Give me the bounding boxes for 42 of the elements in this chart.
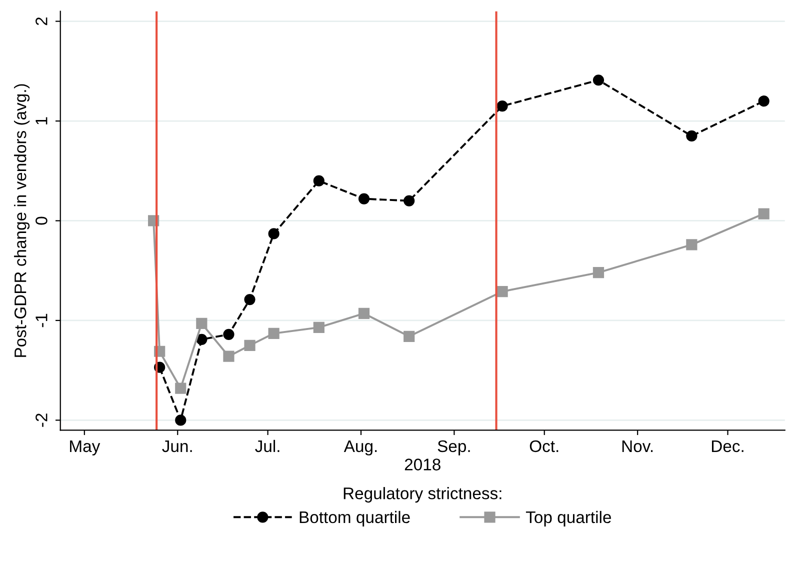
point bbox=[358, 308, 370, 320]
x-axis-title: 2018 bbox=[404, 458, 440, 470]
y-tick-label: 1 bbox=[36, 117, 48, 124]
x-tick-label: Jul. bbox=[255, 440, 280, 452]
point bbox=[244, 340, 256, 351]
point bbox=[313, 175, 324, 186]
point bbox=[358, 193, 370, 204]
point bbox=[404, 330, 415, 342]
point bbox=[196, 318, 208, 330]
point bbox=[268, 328, 280, 339]
point bbox=[175, 414, 186, 426]
point bbox=[592, 267, 604, 278]
y-tick-label: -2 bbox=[36, 414, 48, 427]
y-tick-label: 2 bbox=[36, 17, 48, 26]
y-tick-label: 0 bbox=[36, 216, 48, 225]
point bbox=[592, 74, 604, 86]
point bbox=[268, 228, 280, 240]
point bbox=[404, 195, 415, 206]
point bbox=[223, 350, 234, 362]
point bbox=[175, 382, 186, 394]
legend-label: Top quartile bbox=[526, 510, 612, 526]
y-axis-title: Post-GDPR change in vendors (avg.) bbox=[14, 84, 30, 357]
point bbox=[758, 208, 770, 220]
point bbox=[223, 328, 234, 340]
x-tick-label: Sep. bbox=[438, 440, 470, 456]
point bbox=[313, 322, 324, 333]
y-tick-label: -1 bbox=[36, 314, 48, 328]
point bbox=[244, 294, 256, 306]
x-tick-label: Aug. bbox=[344, 440, 377, 456]
legend-title: Regulatory strictness: bbox=[344, 487, 502, 503]
point bbox=[758, 96, 770, 107]
x-tick-label: Oct. bbox=[530, 440, 558, 452]
x-tick-label: Jun. bbox=[162, 440, 192, 452]
point bbox=[496, 100, 508, 112]
x-tick-label: Dec. bbox=[712, 440, 744, 452]
x-tick-label: Nov. bbox=[622, 440, 653, 452]
point bbox=[686, 130, 698, 142]
point bbox=[496, 286, 508, 298]
legend-label: Bottom quartile bbox=[300, 510, 410, 526]
x-tick-label: May bbox=[70, 440, 100, 456]
point bbox=[196, 334, 208, 345]
point bbox=[686, 239, 698, 250]
